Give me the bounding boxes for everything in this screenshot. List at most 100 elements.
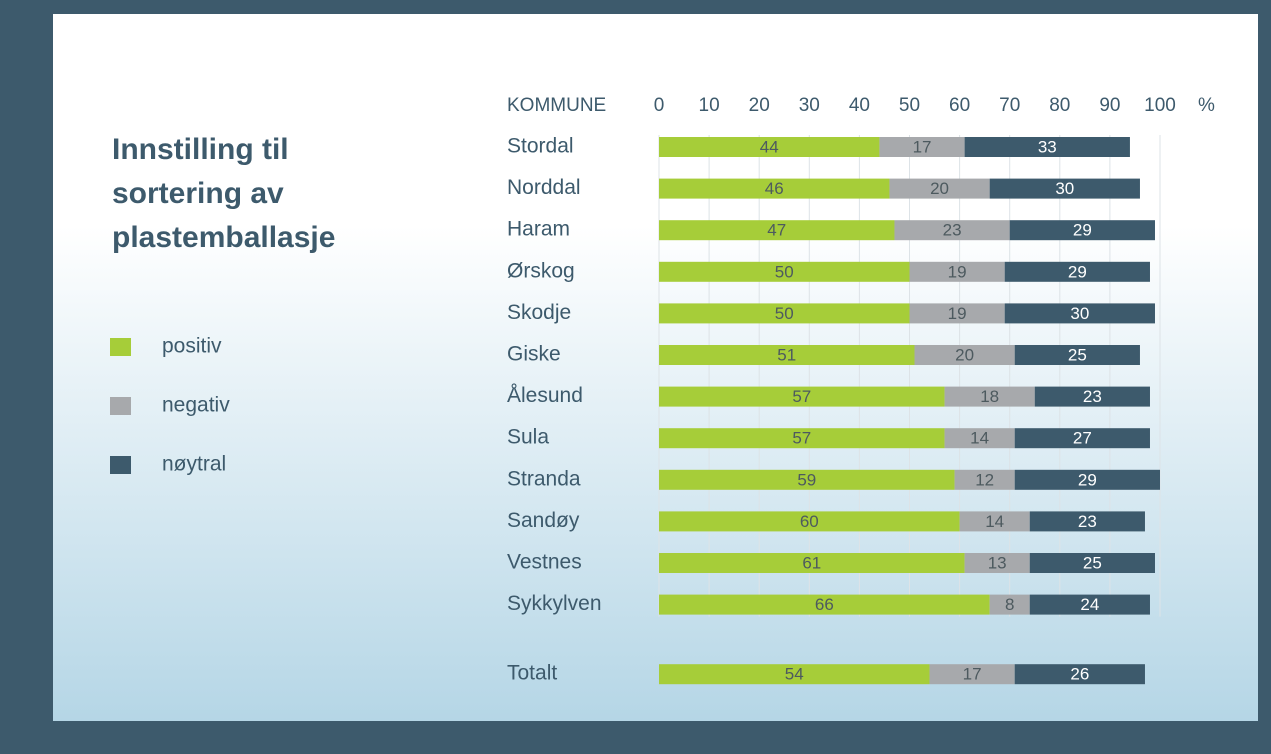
bar-segment (659, 345, 915, 365)
x-tick-label: 10 (699, 95, 720, 116)
bar-segment (894, 220, 1010, 241)
value-label: 57 (792, 429, 811, 448)
category-label: Skodje (507, 301, 571, 324)
category-label: Giske (507, 343, 561, 366)
bar-segment (659, 664, 930, 685)
category-header: KOMMUNE (507, 95, 606, 116)
value-label: 20 (955, 345, 974, 364)
category-label: Ørskog (507, 259, 575, 282)
bar-segment (1014, 469, 1160, 490)
value-label: 59 (797, 470, 816, 489)
value-label: 51 (777, 345, 796, 364)
bar-segment (1014, 345, 1140, 365)
value-label: 19 (948, 304, 967, 323)
bar-segment (964, 137, 1130, 157)
bar-segment (659, 303, 910, 324)
bar-segment (989, 178, 1140, 199)
value-label: 23 (1078, 512, 1097, 531)
legend-swatch (110, 338, 131, 356)
value-label: 47 (767, 221, 786, 240)
bar-segment (914, 345, 1015, 365)
value-label: 61 (802, 553, 821, 572)
bar-segment (659, 220, 895, 241)
x-tick-label: 70 (999, 95, 1020, 116)
value-label: 23 (943, 221, 962, 240)
value-label: 25 (1068, 345, 1087, 364)
category-label: Ålesund (507, 384, 583, 407)
x-tick-label: 80 (1049, 95, 1070, 116)
bar-segment (889, 178, 990, 199)
bar-segment (1004, 261, 1150, 282)
value-label: 30 (1055, 179, 1074, 198)
value-label: 46 (765, 179, 784, 198)
value-label: 12 (975, 470, 994, 489)
bar-segment (879, 137, 965, 157)
value-label: 66 (815, 595, 834, 614)
bar-segment (659, 594, 990, 615)
value-label: 19 (948, 262, 967, 281)
value-label: 14 (970, 429, 989, 448)
category-label: Sandøy (507, 509, 580, 532)
value-label: 17 (963, 665, 982, 684)
value-label: 29 (1068, 262, 1087, 281)
legend-label: positiv (162, 335, 222, 358)
bar-segment (1029, 511, 1145, 532)
value-label: 23 (1083, 387, 1102, 406)
value-label: 60 (800, 512, 819, 531)
bar-segment (964, 553, 1030, 573)
category-label: Totalt (507, 662, 557, 685)
bar-segment (989, 594, 1030, 615)
value-label: 18 (980, 387, 999, 406)
value-label: 50 (775, 304, 794, 323)
bar-segment (1014, 664, 1145, 685)
bar-segment (659, 511, 960, 532)
bar-segment (954, 469, 1015, 490)
bar-segment (1014, 428, 1150, 449)
value-label: 29 (1073, 221, 1092, 240)
x-unit-label: % (1198, 95, 1215, 116)
bar-segment (944, 428, 1015, 449)
bar-segment (909, 303, 1005, 324)
x-tick-label: 30 (799, 95, 820, 116)
bar-segment (1009, 220, 1155, 241)
bar-segment (909, 261, 1005, 282)
category-label: Vestnes (507, 551, 582, 574)
value-label: 57 (792, 387, 811, 406)
x-tick-label: 0 (654, 95, 665, 116)
x-tick-label: 60 (949, 95, 970, 116)
value-label: 26 (1070, 665, 1089, 684)
bar-segment (929, 664, 1015, 685)
bar-segment (944, 386, 1035, 407)
value-label: 33 (1038, 137, 1057, 156)
value-label: 54 (785, 665, 804, 684)
x-tick-label: 90 (1099, 95, 1120, 116)
bar-segment (959, 511, 1030, 532)
bar-segment (1029, 553, 1155, 573)
legend-label: negativ (162, 394, 230, 417)
bar-segment (659, 386, 945, 407)
legend-label: nøytral (162, 453, 226, 476)
value-label: 44 (760, 137, 779, 156)
bar-segment (659, 428, 945, 449)
bar-segment (1034, 386, 1150, 407)
value-label: 8 (1005, 595, 1014, 614)
value-label: 17 (913, 137, 932, 156)
category-label: Sula (507, 426, 549, 449)
legend-swatch (110, 397, 131, 415)
category-label: Stranda (507, 467, 581, 490)
bar-segment (659, 261, 910, 282)
value-label: 50 (775, 262, 794, 281)
legend-swatch (110, 456, 131, 474)
bar-segment (659, 553, 965, 573)
value-label: 14 (985, 512, 1004, 531)
value-label: 30 (1070, 304, 1089, 323)
category-label: Haram (507, 218, 570, 241)
bar-segment (659, 137, 880, 157)
value-label: 29 (1078, 470, 1097, 489)
chart-title: Innstilling til sortering av plastemball… (112, 133, 336, 254)
value-label: 20 (930, 179, 949, 198)
value-label: 24 (1080, 595, 1099, 614)
category-label: Stordal (507, 135, 574, 158)
